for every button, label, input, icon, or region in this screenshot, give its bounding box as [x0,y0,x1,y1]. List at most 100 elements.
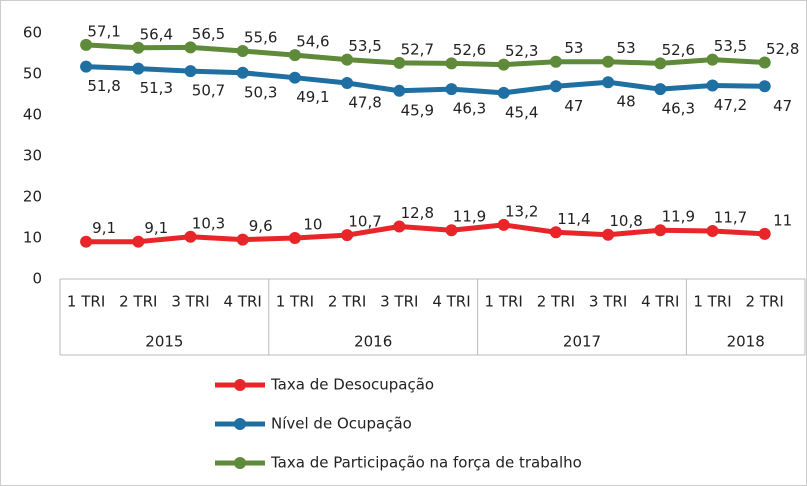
data-label: 11,4 [557,210,590,228]
data-point [341,53,354,66]
data-label: 11,7 [714,209,747,227]
data-point [602,76,615,89]
data-label: 46,3 [453,100,486,118]
x-tick-label: 1 TRI [485,293,523,311]
data-point [445,83,458,96]
legend-marker [234,418,246,430]
data-point [654,83,667,96]
data-point [393,56,406,69]
series-line [86,64,765,96]
data-label: 11,9 [453,208,486,226]
x-group-label: 2018 [727,333,765,351]
data-point [758,227,771,240]
data-point [132,62,145,75]
data-point [184,65,197,78]
y-tick-label: 10 [23,229,42,247]
data-point [80,38,93,51]
data-point [341,77,354,90]
data-label: 47 [564,97,583,115]
data-point [445,224,458,237]
data-label: 47,2 [714,96,747,114]
x-group-label: 2017 [563,333,601,351]
data-point [288,71,301,84]
y-tick-label: 20 [23,188,42,206]
data-point [445,57,458,70]
data-label: 54,6 [296,33,329,51]
data-label: 55,6 [244,29,277,47]
x-group-label: 2015 [145,333,183,351]
y-tick-label: 40 [23,106,42,124]
data-point [132,41,145,54]
x-tick-label: 3 TRI [589,293,627,311]
data-point [236,233,249,246]
data-point [288,232,301,244]
x-tick-label: 2 TRI [119,293,157,311]
data-point [184,230,197,243]
data-label: 53 [617,39,636,57]
data-label: 10,7 [348,213,381,231]
data-point [758,56,771,69]
data-label: 47,8 [348,94,381,112]
data-point [236,66,249,79]
legend-label: Taxa de Participação na força de trabalh… [270,454,582,472]
data-point [497,58,510,71]
data-label: 13,2 [505,202,538,220]
data-label: 49,1 [296,88,329,106]
data-label: 52,7 [401,40,434,58]
data-label: 50,3 [244,83,277,101]
data-label: 11 [773,211,792,229]
y-tick-label: 60 [23,24,42,42]
data-point [393,220,406,233]
data-point [132,235,145,248]
data-label: 10,8 [609,212,642,230]
legend-marker [234,457,246,469]
data-point [80,60,93,73]
data-label: 10 [303,216,322,234]
data-label: 9,1 [144,219,168,237]
data-point [184,41,197,54]
series-line [86,222,765,245]
data-label: 51,8 [87,77,120,95]
x-tick-label: 3 TRI [171,293,209,311]
data-point [706,79,719,92]
data-label: 11,9 [662,208,695,226]
data-label: 12,8 [401,204,434,222]
legend-label: Nível de Ocupação [271,415,412,433]
x-tick-label: 2 TRI [746,293,784,311]
x-tick-label: 3 TRI [380,293,418,311]
data-point [549,80,562,93]
data-point [706,53,719,66]
data-point [602,228,615,241]
data-point [654,224,667,237]
x-tick-label: 2 TRI [328,293,366,311]
data-label: 9,6 [249,217,273,235]
x-tick-label: 4 TRI [641,293,679,311]
x-group-label: 2016 [354,333,392,351]
data-label: 51,3 [140,79,173,97]
data-label: 9,1 [92,219,116,237]
data-label: 53 [564,39,583,57]
series-line [85,42,765,68]
data-label: 56,4 [140,25,173,43]
data-label: 50,7 [192,82,225,100]
data-label: 52,3 [505,42,538,60]
y-tick-label: 50 [23,65,42,83]
data-label: 47 [773,97,792,115]
data-label: 57,1 [87,22,120,40]
data-point [288,49,301,62]
data-point [549,55,562,68]
x-tick-label: 4 TRI [224,293,262,311]
x-tick-label: 1 TRI [276,293,314,311]
data-point [706,225,719,238]
data-point [393,84,406,97]
data-point [80,235,93,248]
data-point [497,218,510,231]
x-tick-label: 1 TRI [693,293,731,311]
data-point [654,57,667,70]
data-point [236,45,249,58]
data-label: 46,3 [662,100,695,118]
legend-marker [234,379,246,391]
x-tick-label: 1 TRI [67,293,105,311]
data-label: 45,4 [505,103,538,121]
